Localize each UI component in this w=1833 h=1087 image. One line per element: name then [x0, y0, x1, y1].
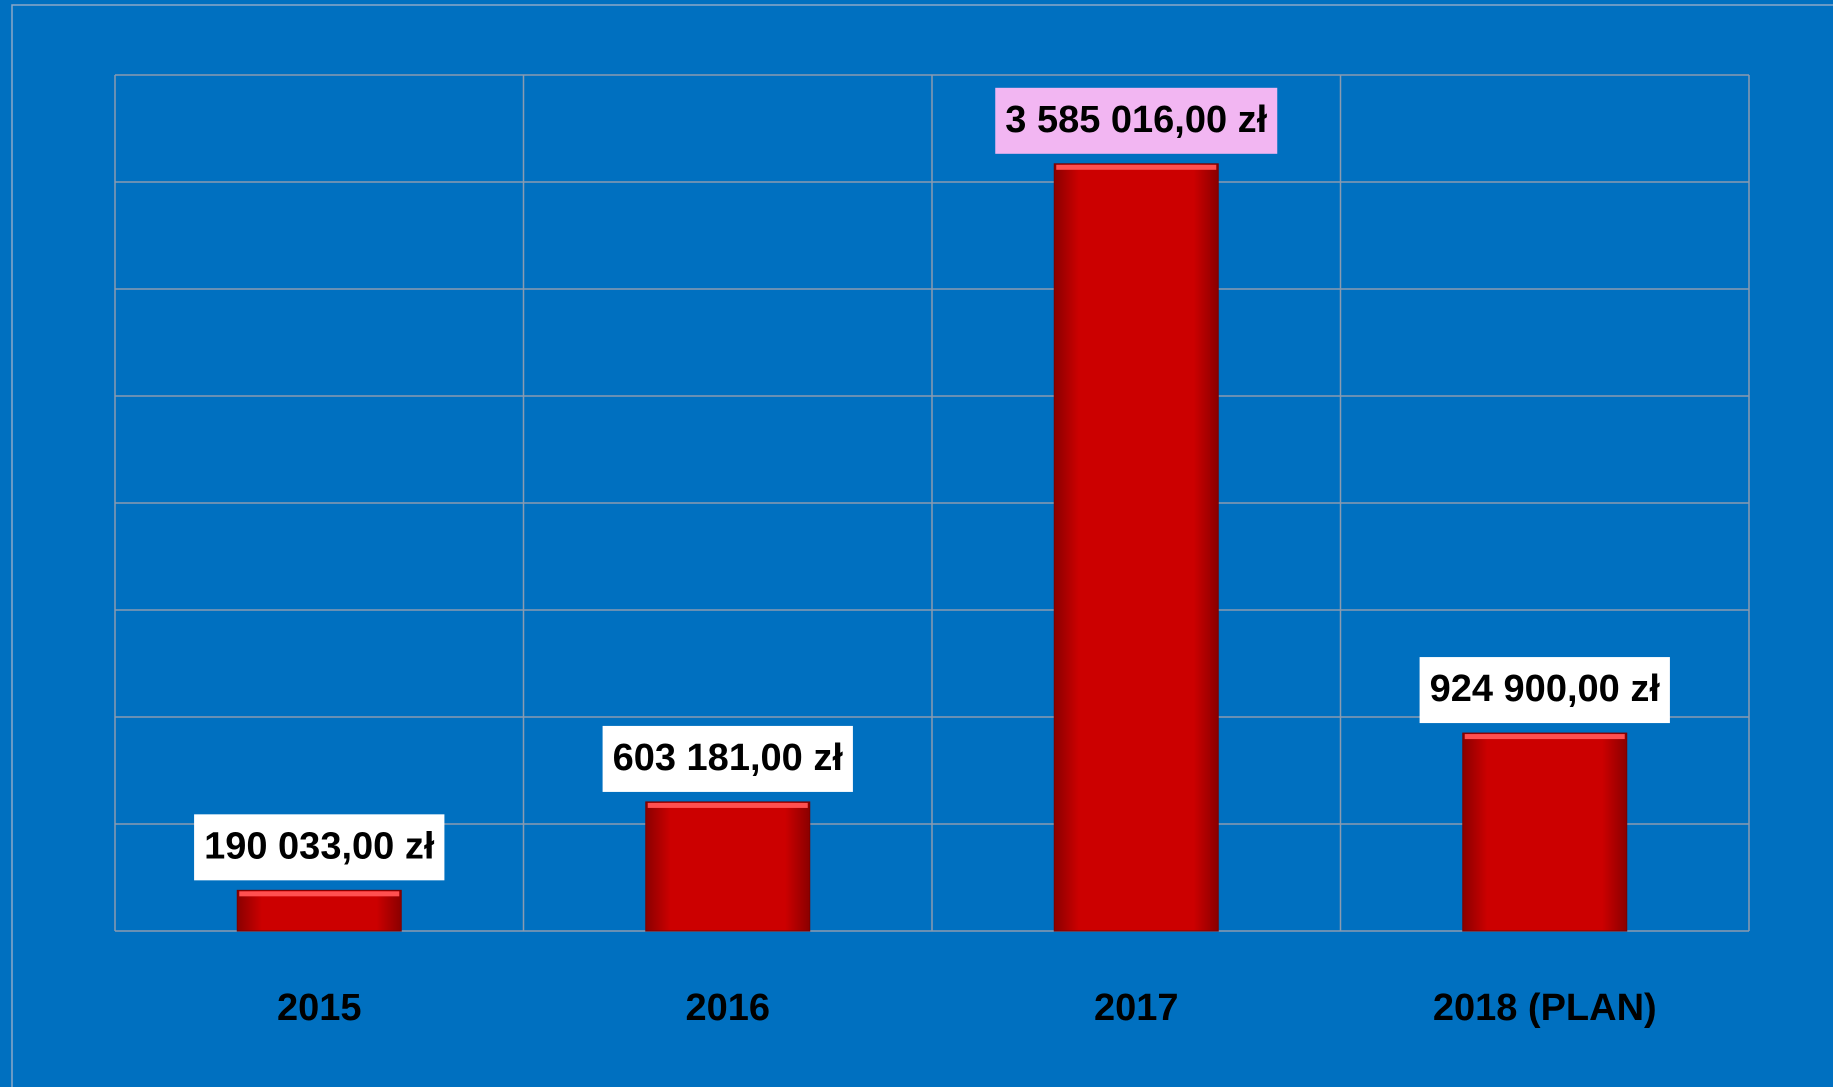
value-label: 3 585 016,00 zł [1005, 99, 1267, 141]
bar-highlight [1464, 734, 1625, 740]
bar [645, 801, 811, 932]
value-label-background [602, 725, 853, 792]
value-label: 190 033,00 zł [204, 825, 435, 867]
bar-highlight [239, 891, 400, 897]
x-tick-label: 2017 [1094, 987, 1179, 1029]
value-label: 924 900,00 zł [1430, 668, 1661, 710]
x-tick-label: 2015 [277, 987, 362, 1029]
x-tick-label: 2016 [685, 987, 770, 1029]
value-label-background [194, 814, 445, 881]
value-label-background [995, 87, 1278, 154]
x-tick-label: 2018 (PLAN) [1433, 987, 1657, 1029]
value-label: 603 181,00 zł [613, 737, 844, 779]
value-label-background [1419, 657, 1670, 724]
bar [1462, 732, 1628, 932]
bar-highlight [1056, 164, 1217, 170]
bar-highlight [647, 802, 808, 808]
bar [236, 889, 402, 932]
frame [11, 4, 1833, 1087]
bar [1053, 163, 1219, 932]
